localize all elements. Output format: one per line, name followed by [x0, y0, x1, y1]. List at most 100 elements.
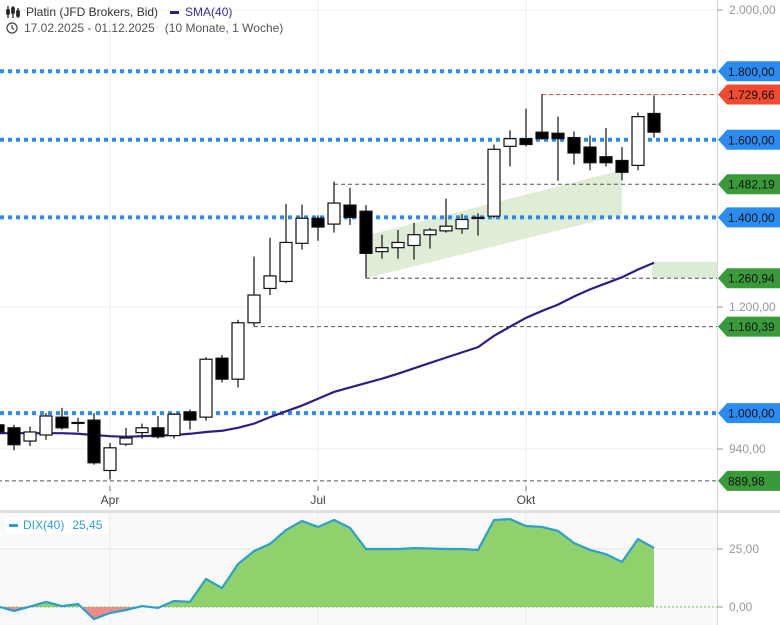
candle-body-up [71, 421, 85, 425]
sma-legend-label: SMA(40) [185, 5, 233, 19]
candle-body-down [567, 136, 581, 154]
price-tag-label: 1.260,94 [728, 272, 775, 286]
candle [311, 215, 325, 241]
candle [71, 417, 85, 432]
candle-body-down [551, 132, 565, 140]
trend-channel [366, 169, 622, 279]
candle [455, 214, 469, 234]
candle [647, 95, 661, 138]
candle [439, 198, 453, 233]
candle [375, 234, 389, 259]
dix-legend-swatch [9, 523, 18, 527]
projection-box [652, 261, 717, 279]
candle [519, 108, 533, 147]
candle [615, 147, 629, 181]
price-tag-label: 1.400,00 [728, 211, 775, 225]
candle-body-down [615, 159, 629, 173]
candle-body-down [343, 204, 357, 219]
price-tag-green [718, 316, 780, 337]
candle [551, 116, 565, 181]
candle [279, 203, 293, 284]
candle-body-up [503, 138, 517, 147]
candle [119, 427, 133, 446]
price-tag-label: 1.160,39 [728, 320, 775, 334]
candle-body-up [631, 116, 645, 166]
candle-body-up [455, 218, 469, 230]
y-tick-label: 940,00 [729, 442, 766, 456]
candle [631, 112, 645, 171]
candle-body-down [0, 424, 5, 433]
candle-body-up [263, 275, 277, 290]
candle-body-up [391, 241, 405, 249]
candle-body-down [583, 146, 597, 164]
clock-icon [6, 22, 18, 34]
candle [55, 407, 69, 430]
price-tag-label: 889,98 [728, 474, 765, 488]
dix-line [0, 517, 655, 621]
candle-body-down [535, 131, 549, 140]
candle [231, 319, 245, 388]
candle [359, 205, 373, 279]
sma40-line [0, 261, 655, 438]
candle-body-down [519, 138, 533, 146]
candle [391, 230, 405, 259]
candle [471, 213, 485, 236]
candle [7, 424, 21, 451]
price-tag-red [718, 84, 780, 105]
candle [0, 424, 5, 433]
candle [503, 130, 517, 167]
candle-body-down [647, 112, 661, 133]
candle-body-up [247, 294, 261, 324]
candle [87, 413, 101, 465]
candle [23, 426, 37, 446]
price-tag-green [718, 174, 780, 195]
candle [215, 355, 229, 383]
candle-body-up [39, 415, 53, 436]
chart-title-row: Platin (JFD Brokers, Bid) SMA(40) [6, 5, 232, 19]
candle [167, 413, 181, 439]
x-tick-label: Apr [101, 493, 120, 507]
price-tag-blue [718, 61, 780, 82]
date-range: 17.02.2025 - 01.12.2025 [24, 21, 155, 35]
candle [327, 181, 341, 233]
dix-legend-value: 25,45 [72, 518, 103, 532]
candle-body-down [215, 357, 229, 380]
candle-body-down [87, 419, 101, 464]
duration: (10 Monate, 1 Woche) [164, 21, 284, 35]
dix-tick-label: 0,00 [729, 600, 753, 614]
candle [407, 222, 421, 260]
candle-body-down [7, 427, 21, 446]
candle [199, 357, 213, 421]
candle-body-up [119, 437, 133, 445]
dix-area-positive [0, 519, 654, 607]
price-tag-label: 1.000,00 [728, 407, 775, 421]
price-tag-green [718, 268, 780, 289]
candle-body-down [183, 411, 197, 421]
candle [487, 144, 501, 219]
candle-body-up [327, 202, 341, 225]
instrument-title: Platin (JFD Brokers, Bid) [26, 5, 159, 19]
y-tick-label: 2.000,00 [729, 3, 776, 17]
candle [39, 413, 53, 440]
candle-body-down [55, 416, 69, 429]
candle [343, 187, 357, 225]
candle-body-down [359, 210, 373, 254]
dix-legend: DIX(40) 25,45 [5, 517, 109, 534]
price-tag-blue [718, 207, 780, 228]
candle-body-up [279, 241, 293, 283]
candle-body-up [199, 358, 213, 418]
candle-body-up [375, 247, 389, 253]
candle-body-down [311, 217, 325, 228]
candle [247, 256, 261, 327]
candle [151, 415, 165, 439]
price-tag-label: 1.800,00 [728, 65, 775, 79]
price-tag-blue [718, 403, 780, 424]
candle [135, 423, 149, 439]
candlestick-icon [6, 6, 20, 18]
candle-body-up [471, 216, 485, 220]
price-tag-label: 1.729,66 [728, 88, 775, 102]
candle-body-up [295, 217, 309, 244]
candle-body-up [231, 322, 245, 380]
price-tag-label: 1.600,00 [728, 133, 775, 147]
